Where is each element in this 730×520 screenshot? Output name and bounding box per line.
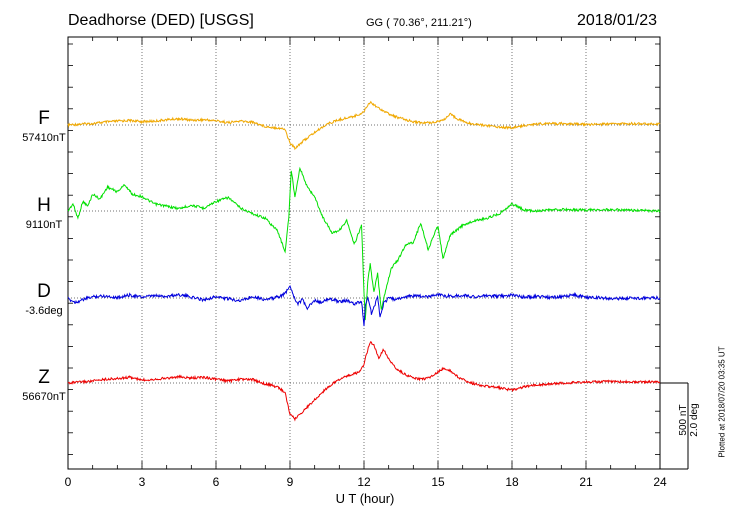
series-label-f: F 57410nT [14, 108, 74, 144]
x-tick-label: 9 [287, 475, 294, 489]
chart-date: 2018/01/23 [577, 12, 658, 29]
scale-bar-label: 500 nT 2.0 deg [678, 403, 700, 436]
series-label-z: Z 56670nT [14, 367, 74, 403]
series-label-h: H 9110nT [14, 195, 74, 231]
series-line-d [67, 284, 661, 327]
series-line-f [67, 100, 661, 151]
series-name: Z [38, 367, 50, 388]
station-title: Deadhorse (DED) [USGS] [68, 12, 254, 29]
x-tick-label: 24 [653, 475, 667, 489]
x-tick-label: 0 [65, 475, 72, 489]
x-tick-label: 21 [579, 475, 593, 489]
x-tick-label: 6 [213, 475, 220, 489]
scale-nt: 500 nT [678, 404, 689, 436]
x-tick-label: 15 [431, 475, 445, 489]
series-name: F [38, 108, 50, 129]
series-line-z [67, 340, 661, 422]
series-line-h [67, 166, 661, 321]
station-coordinates: GG ( 70.36°, 211.21°) [366, 17, 472, 29]
series-name: H [37, 195, 51, 216]
series-baseline: 57410nT [22, 132, 66, 144]
x-axis-label: U T (hour) [335, 491, 395, 506]
series-baseline: 56670nT [22, 391, 66, 403]
x-tick-label: 3 [139, 475, 146, 489]
series-name: D [37, 281, 51, 302]
series-baseline: 9110nT [25, 219, 63, 231]
plotted-timestamp: Plotted at 2018/07/20 03:35 UT [717, 346, 727, 458]
x-tick-label: 12 [357, 475, 371, 489]
scale-deg: 2.0 deg [689, 403, 700, 437]
series-label-d: D -3.6deg [14, 281, 74, 317]
x-tick-label: 18 [505, 475, 519, 489]
series-baseline: -3.6deg [25, 305, 63, 317]
